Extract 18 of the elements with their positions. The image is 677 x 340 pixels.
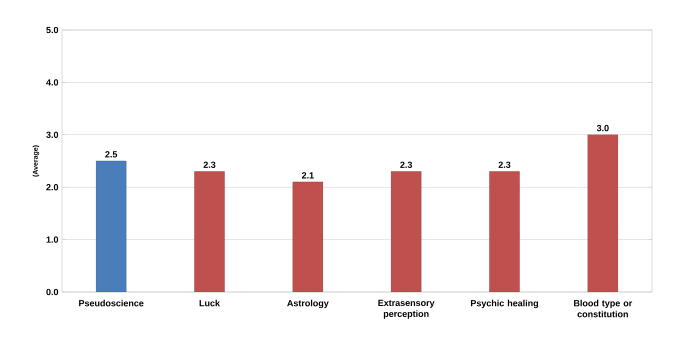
- y-tick-label: 3.0: [46, 132, 58, 138]
- data-label: 2.3: [498, 162, 510, 168]
- y-tick-label: 4.0: [46, 79, 58, 86]
- x-tick-label: Blood type or constitution: [574, 300, 632, 318]
- x-tick-label: Extrasensory perception: [378, 300, 435, 319]
- x-tick-label: Psychic healing: [470, 300, 538, 308]
- data-label: 2.5: [105, 151, 118, 158]
- x-tick-label: Astrology: [287, 300, 329, 308]
- data-label: 2.1: [302, 172, 314, 178]
- x-tick-label: Luck: [200, 300, 220, 306]
- x-tick-label: Pseudoscience: [79, 300, 144, 306]
- data-label: 2.3: [204, 162, 216, 168]
- y-tick-label: 2.0: [46, 184, 58, 190]
- y-tick-label: 0.0: [46, 288, 58, 296]
- y-tick-label: 1.0: [46, 236, 58, 243]
- data-label: 2.3: [400, 162, 412, 168]
- data-label: 3.0: [596, 124, 609, 132]
- y-tick-label: 5.0: [46, 26, 58, 34]
